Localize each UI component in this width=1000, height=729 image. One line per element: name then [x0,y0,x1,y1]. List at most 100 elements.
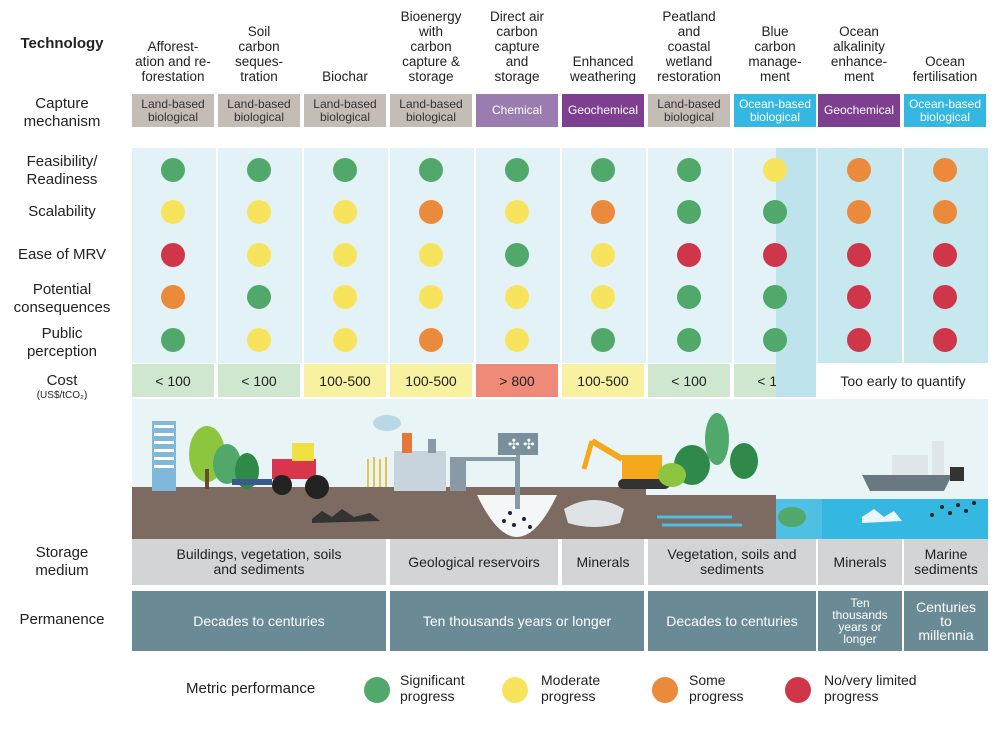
ground-soil [132,487,646,539]
rating-dot-red [933,285,957,309]
ship-icon [862,475,952,491]
permanence-ocean-fertilisation: Centuries to millennia [904,591,988,651]
rating-dot-green [677,285,701,309]
rating-dot-red [161,243,185,267]
storage-minerals: Minerals [562,539,644,585]
storage-buildings-vegetation: Buildings, vegetation, soils and sedimen… [132,539,386,585]
permanence-ocean-alkalinity: Ten thousands years or longer [818,591,902,651]
capture-mechanism-badge: Land-based biological [648,94,730,127]
direct-air-capture-icon [498,433,538,455]
rating-dot-green [763,200,787,224]
capture-mechanism-badge: Land-based biological [390,94,472,127]
row-label-feasibility: Feasibility/ Readiness [26,153,98,188]
rating-dot-orange [419,328,443,352]
rating-dot-yellow [333,243,357,267]
rating-dot-orange [161,285,185,309]
row-label-cost: Cost [46,372,78,389]
cost-badge: < 100 [132,364,214,397]
alkalinity-crystals-icon [862,509,902,523]
legend-label-some: Some progress [689,672,744,704]
capture-mechanism-badge: Ocean-based biological [904,94,986,127]
technology-name: Blue carbon manage- ment [748,24,802,84]
rating-dot-green [247,158,271,182]
storage-ocean-minerals: Minerals [818,539,902,585]
rating-dot-green [161,158,185,182]
rating-dot-red [677,243,701,267]
legend-green-dot [364,677,390,703]
rating-dot-green [763,328,787,352]
row-label-technology: Technology [20,35,104,52]
rating-dot-green [505,158,529,182]
rating-dot-yellow [161,200,185,224]
row-label-capture-mechanism: Capture mechanism [23,95,101,130]
wetland-tree-icon [705,413,729,465]
excavator-icon [622,455,662,479]
legend-yellow-dot [502,677,528,703]
legend-title: Metric performance [186,680,316,697]
rating-dot-green [677,328,701,352]
rating-dot-red [933,328,957,352]
permanence-ten-thousands: Ten thousands years or longer [390,591,644,651]
rating-dot-red [933,243,957,267]
cost-badge: 100-500 [390,364,472,397]
rating-dot-yellow [333,200,357,224]
minerals-pile-icon [564,500,624,527]
row-label-storage: Storage medium [35,544,89,579]
technology-name: Bioenergy with carbon capture & storage [400,9,462,84]
rating-dot-orange [933,200,957,224]
capture-mechanism-badge: Land-based biological [132,94,214,127]
rating-dot-green [677,158,701,182]
technology-illustrations: ✣ ✣ [132,399,988,539]
rating-dot-yellow [591,285,615,309]
cost-badge: 100-500 [562,364,644,397]
rating-dot-red [847,285,871,309]
row-label-cost-unit: (US$/tCO₂) [36,390,88,401]
svg-text:✣: ✣ [523,437,535,453]
ocean-tint-blue-carbon [776,148,816,397]
row-label-scalability: Scalability [28,203,96,220]
rating-dot-green [161,328,185,352]
rating-dot-green [419,158,443,182]
wheat-icon [367,457,387,487]
technology-name: Direct air carbon capture and storage [489,9,544,84]
biochar-icon [312,509,380,523]
rating-dot-orange [591,200,615,224]
rating-dot-orange [847,158,871,182]
svg-text:✣: ✣ [508,437,520,453]
rating-dot-green [591,158,615,182]
seagrass-icon [778,507,806,527]
rating-dot-green [591,328,615,352]
cloud-icon [373,415,401,431]
tractor-icon [272,459,316,479]
legend-label-significant: Significant progress [400,672,465,704]
rating-dot-green [247,285,271,309]
cost-badge: < 100 [648,364,730,397]
skyscraper-icon [152,421,176,491]
capture-mechanism-badge: Geochemical [818,94,900,127]
rating-dot-yellow [419,243,443,267]
rating-dot-yellow [247,200,271,224]
storage-geological: Geological reservoirs [390,539,558,585]
row-label-permanence: Permanence [19,611,105,628]
capture-mechanism-badge: Land-based biological [304,94,386,127]
fertiliser-icon [950,467,964,481]
ocean-water [822,499,988,539]
technology-name: Biochar [322,69,368,84]
capture-mechanism-badge: Chemical [476,94,558,127]
cost-badge: > 800 [476,364,558,397]
capture-mechanism-badge: Ocean-based biological [734,94,816,127]
technology-name: Afforest- ation and re- forestation [135,39,211,84]
geological-reservoir-icon [477,495,557,537]
row-label-mrv: Ease of MRV [17,246,107,263]
rating-dot-yellow [247,243,271,267]
rating-dot-red [847,328,871,352]
rating-dot-yellow [247,328,271,352]
rating-dot-green [763,285,787,309]
technology-name: Soil carbon seques- tration [234,24,284,84]
rating-dot-red [847,243,871,267]
legend-orange-dot [652,677,678,703]
rating-dot-orange [419,200,443,224]
technology-name: Peatland and coastal wetland restoration [657,9,721,84]
rating-dot-yellow [505,285,529,309]
